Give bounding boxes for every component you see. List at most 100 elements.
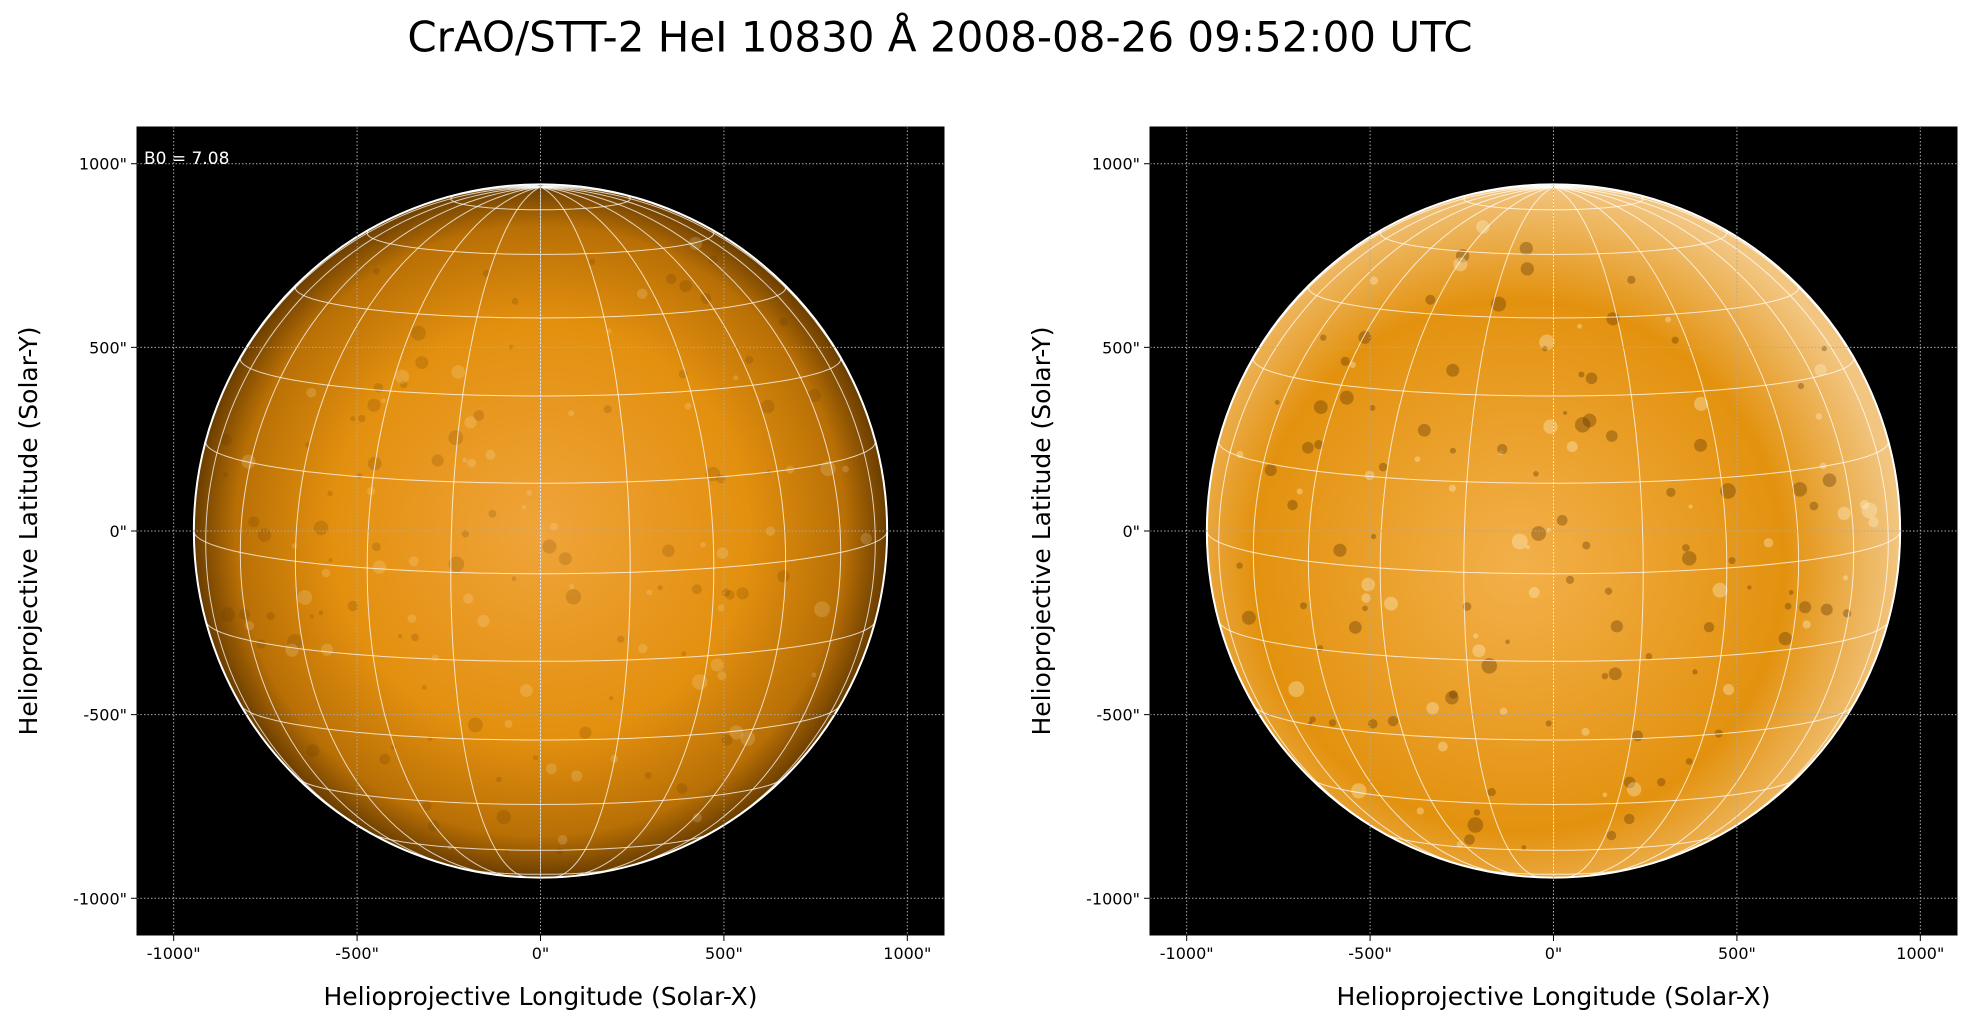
disk-texture [636, 288, 648, 300]
disk-texture [1657, 777, 1666, 787]
disk-texture [415, 356, 429, 370]
disk-texture [379, 753, 391, 765]
y-tick-label: 500" [1102, 338, 1140, 357]
disk-texture [1370, 533, 1377, 540]
disk-texture [223, 472, 229, 478]
disk-texture [644, 771, 652, 779]
disk-texture [721, 734, 733, 746]
disk-texture [1437, 741, 1448, 752]
disk-texture [1467, 817, 1484, 833]
disk-texture [1815, 413, 1823, 420]
disk-texture [557, 835, 568, 845]
heliographic-grid [540, 186, 631, 878]
disk-texture [603, 405, 612, 414]
disk-texture [398, 634, 403, 639]
disk-texture [1317, 645, 1324, 652]
disk-texture [451, 365, 465, 379]
disk-texture [761, 399, 775, 414]
disk-texture [463, 593, 474, 604]
disk-texture [248, 516, 260, 528]
disk-texture [665, 273, 677, 285]
disk-texture [1339, 390, 1354, 405]
disk-texture [318, 610, 324, 616]
disk-texture [765, 526, 776, 536]
disk-texture [297, 590, 313, 605]
disk-texture [1417, 423, 1431, 437]
x-tick-label: 0" [1545, 944, 1563, 963]
disk-texture [477, 614, 490, 628]
disk-texture [717, 604, 725, 612]
disk-texture [565, 589, 582, 605]
y-axis-label: Helioprojective Latitude (Solar-Y) [1027, 327, 1056, 736]
disk-texture [1387, 715, 1399, 727]
disk-texture [1802, 620, 1811, 629]
disk-texture [1837, 506, 1851, 521]
disk-texture [1821, 345, 1827, 352]
disk-texture [1299, 602, 1308, 610]
disk-texture [358, 414, 366, 423]
x-tick-label: 500" [705, 944, 743, 963]
disk-texture [511, 298, 519, 305]
disk-texture [1333, 543, 1347, 557]
disk-texture [321, 568, 331, 578]
disk-texture [526, 490, 533, 496]
heliographic-grid [239, 186, 541, 871]
disk-texture [371, 542, 381, 552]
disk-texture [1287, 499, 1298, 511]
disk-texture [372, 560, 387, 574]
disk-texture [1694, 396, 1709, 411]
disk-texture [1369, 405, 1376, 411]
disk-texture [1491, 296, 1507, 312]
disk-texture [1601, 672, 1609, 680]
disk-texture [467, 717, 483, 733]
disk-texture [1531, 526, 1547, 541]
disk-texture [1842, 609, 1852, 618]
disk-texture [1682, 544, 1690, 552]
disk-texture [1861, 502, 1878, 519]
disk-texture [733, 375, 739, 381]
disk-texture [1446, 363, 1460, 377]
disk-texture [1581, 727, 1590, 736]
disk-texture [1688, 504, 1693, 509]
disk-texture [1348, 620, 1362, 634]
x-tick-label: 1000" [883, 944, 931, 963]
disk-texture [842, 465, 849, 473]
disk-texture [422, 801, 432, 811]
disk-texture [257, 528, 272, 542]
disk-texture [1361, 593, 1371, 603]
disk-texture [740, 731, 756, 746]
disk-texture [691, 584, 702, 595]
disk-texture [708, 255, 718, 265]
heliographic-grid [294, 186, 541, 876]
disk-texture [1666, 487, 1676, 497]
disk-texture [606, 328, 612, 334]
heliographic-grid [1218, 186, 1554, 846]
disk-texture [692, 813, 702, 823]
disk-texture [320, 643, 334, 656]
disk-texture [1645, 653, 1653, 660]
disk-texture [1302, 441, 1314, 454]
disk-texture [1539, 334, 1555, 350]
disk-texture [408, 556, 419, 567]
disk-texture [220, 607, 235, 622]
disk-texture [570, 770, 583, 782]
disk-texture [1340, 356, 1350, 366]
disk-texture [394, 369, 410, 384]
disk-texture [448, 556, 465, 572]
disk-texture [657, 585, 663, 591]
disk-texture [448, 430, 464, 446]
disk-texture [681, 651, 687, 657]
disk-texture [1449, 447, 1456, 454]
disk-texture [1473, 809, 1481, 816]
disk-texture [462, 457, 468, 463]
disk-texture [1445, 691, 1459, 705]
disk-texture [1799, 601, 1812, 614]
disk-texture [588, 258, 596, 265]
disk-texture [410, 325, 426, 341]
disk-texture [1499, 707, 1508, 716]
disk-texture [1728, 557, 1736, 565]
disk-texture [568, 410, 575, 417]
disk-texture [1476, 220, 1490, 234]
x-tick-label: 0" [532, 944, 550, 963]
disk-texture [1487, 787, 1496, 797]
